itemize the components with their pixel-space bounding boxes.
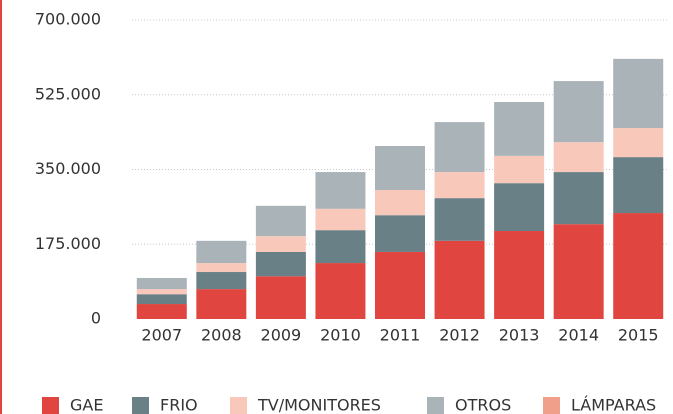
bar-segment: [553, 224, 604, 319]
x-tick-label: 2009: [261, 326, 302, 345]
bar-segment: [553, 172, 604, 225]
bar-segment: [255, 276, 306, 319]
bar-segment: [553, 81, 604, 143]
x-tick-label: 2014: [558, 326, 599, 345]
legend-label: TV/MONITORES: [257, 396, 381, 414]
bar-segment: [196, 263, 247, 273]
bar-segment: [196, 240, 247, 264]
bar-segment: [255, 236, 306, 252]
bar-segment: [375, 215, 425, 252]
bar-segment: [613, 128, 664, 158]
bar-segment: [136, 294, 187, 305]
bar-segment: [196, 272, 247, 290]
x-tick-label: 2015: [618, 326, 659, 345]
bar-segment: [136, 277, 187, 290]
bar-segment: [375, 251, 425, 319]
bar-segment: [375, 190, 425, 216]
legend-label: LÁMPARAS: [571, 396, 656, 414]
legend-swatch: [132, 397, 149, 414]
bar-segment: [494, 183, 545, 232]
bar-segment: [315, 230, 366, 264]
bar-segment: [494, 102, 545, 156]
bar-segment: [494, 155, 545, 184]
bar-segment: [196, 289, 247, 319]
bar-segment: [553, 142, 604, 173]
bar-segment: [494, 231, 545, 319]
y-tick-label: 350.000: [35, 159, 101, 178]
bar-segment: [315, 263, 366, 319]
x-tick-label: 2013: [499, 326, 540, 345]
bar-segment: [434, 240, 485, 319]
legend-label: OTROS: [455, 396, 511, 414]
legend-label: FRIO: [160, 396, 198, 414]
bar-segment: [315, 172, 366, 209]
legend-swatch: [427, 397, 444, 414]
bar-segment: [613, 213, 664, 319]
x-tick-label: 2012: [439, 326, 480, 345]
x-tick-label: 2008: [201, 326, 242, 345]
bar-segment: [136, 289, 187, 295]
bar-segment: [434, 198, 485, 241]
legend-swatch: [230, 397, 247, 414]
legend-swatch: [543, 397, 560, 414]
bar-segment: [375, 146, 425, 191]
bar-segment: [315, 208, 366, 231]
x-tick-label: 2010: [320, 326, 361, 345]
x-tick-label: 2007: [141, 326, 182, 345]
bar-segment: [255, 251, 306, 277]
legend-swatch: [42, 397, 59, 414]
bar-segment: [255, 205, 306, 237]
bar-segment: [613, 58, 664, 129]
y-tick-label: 700.000: [35, 10, 101, 29]
x-tick-label: 2011: [380, 326, 421, 345]
y-tick-label: 525.000: [35, 84, 101, 103]
bar-segment: [613, 157, 664, 214]
y-tick-label: 0: [91, 309, 101, 328]
bar-segment: [434, 122, 485, 173]
bar-segment: [434, 172, 485, 199]
legend-label: GAE: [70, 396, 103, 414]
y-tick-label: 175.000: [35, 234, 101, 253]
bar-segment: [136, 304, 187, 319]
